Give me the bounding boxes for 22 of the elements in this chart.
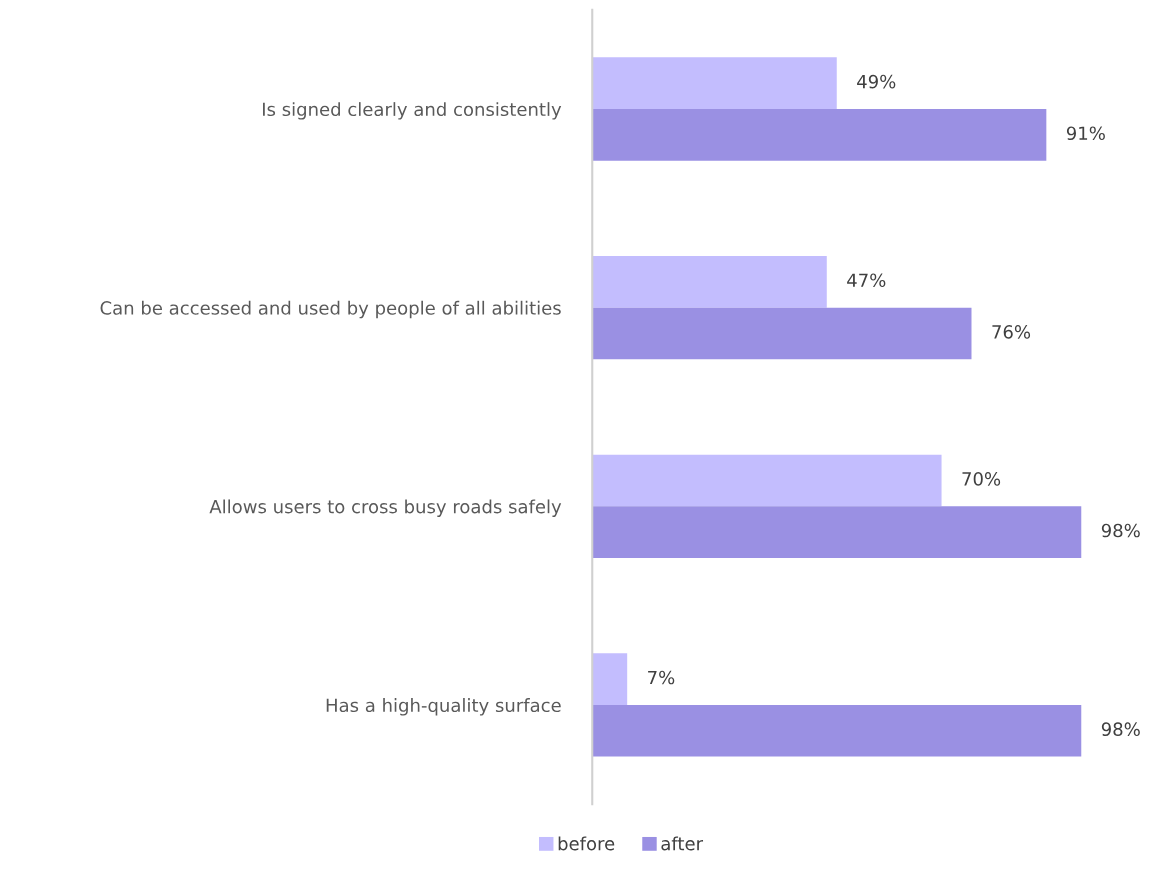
y-tick-label: Has a high-quality surface — [326, 698, 561, 716]
bar — [592, 653, 628, 705]
legend-label: after — [661, 836, 704, 851]
bar — [592, 256, 827, 308]
data-label: 47% — [847, 273, 886, 288]
data-label: 76% — [992, 325, 1031, 339]
data-label: 91% — [1066, 126, 1105, 141]
y-tick-label: Can be accessed and used by people of all abilities — [100, 300, 561, 319]
y-tick-label: Allows users to cross busy roads safely — [209, 499, 562, 517]
data-label: 98% — [1101, 523, 1140, 538]
data-label: 70% — [962, 472, 1001, 486]
data-label: 7% — [648, 670, 675, 685]
legend-label: before — [558, 836, 615, 851]
y-tick-label: Is signed clearly and consistently — [263, 102, 562, 120]
bar — [592, 57, 837, 109]
data-label: 98% — [1101, 722, 1140, 737]
bar — [592, 454, 942, 507]
data-label: 49% — [857, 74, 896, 89]
bar — [592, 307, 972, 360]
bar — [592, 506, 1082, 558]
bar — [592, 109, 1047, 161]
bar — [592, 704, 1082, 757]
